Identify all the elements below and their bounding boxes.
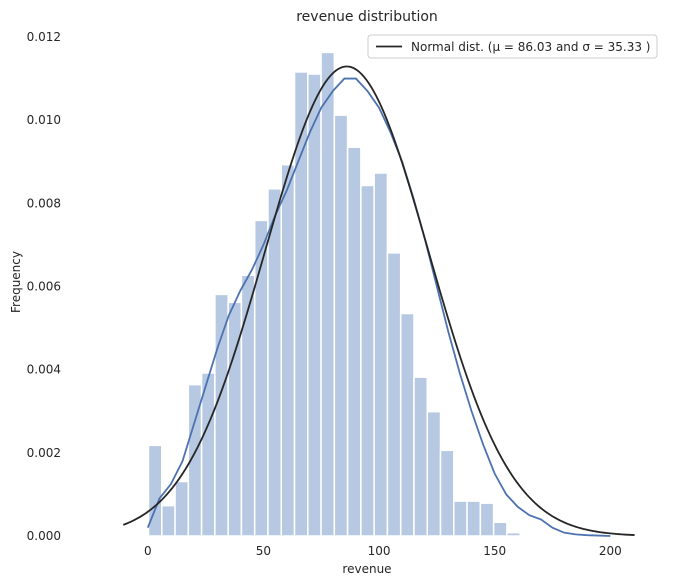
legend-label: Normal dist. (μ = 86.03 and σ = 35.33 ) bbox=[411, 40, 650, 54]
histogram-bar bbox=[253, 219, 269, 537]
x-axis-label: revenue bbox=[342, 562, 391, 576]
histogram-bars bbox=[147, 51, 521, 537]
x-tick-label: 100 bbox=[368, 544, 391, 558]
histogram-bar bbox=[267, 188, 282, 537]
y-tick-label: 0.006 bbox=[27, 280, 61, 294]
histogram-bar bbox=[307, 73, 322, 537]
y-axis-ticks: 0.000 0.002 0.004 0.006 0.008 0.010 0.012 bbox=[27, 30, 61, 543]
histogram-bar bbox=[373, 172, 389, 537]
histogram-bar bbox=[161, 504, 176, 537]
histogram-bar bbox=[333, 114, 349, 537]
histogram-bar bbox=[280, 163, 296, 537]
histogram-bar bbox=[492, 521, 508, 537]
histogram-bar bbox=[439, 449, 455, 537]
histogram-bar bbox=[240, 274, 256, 537]
legend: Normal dist. (μ = 86.03 and σ = 35.33 ) bbox=[367, 34, 658, 59]
histogram-bar bbox=[214, 293, 229, 537]
y-tick-label: 0.002 bbox=[27, 446, 61, 460]
histogram-bar bbox=[413, 376, 429, 537]
y-tick-label: 0.010 bbox=[27, 113, 61, 127]
x-tick-label: 50 bbox=[256, 544, 271, 558]
histogram-bar bbox=[506, 531, 521, 537]
chart-title: revenue distribution bbox=[296, 9, 438, 25]
x-tick-label: 150 bbox=[483, 544, 506, 558]
histogram-bar bbox=[399, 312, 415, 537]
y-tick-label: 0.004 bbox=[27, 363, 61, 377]
y-tick-label: 0.012 bbox=[27, 30, 61, 44]
histogram-bar bbox=[479, 502, 495, 537]
histogram-bar bbox=[346, 146, 362, 537]
histogram-bar bbox=[453, 500, 468, 537]
kde-curve bbox=[146, 77, 611, 537]
histogram-bar bbox=[320, 51, 336, 537]
histogram-bar bbox=[147, 444, 163, 537]
y-tick-label: 0.008 bbox=[27, 196, 61, 210]
histogram-bar bbox=[386, 252, 402, 537]
normal-distribution-curve bbox=[122, 65, 635, 536]
histogram-bar bbox=[426, 410, 442, 537]
legend-box bbox=[367, 34, 658, 59]
histogram-bar bbox=[360, 184, 375, 537]
x-tick-label: 0 bbox=[144, 544, 152, 558]
y-axis-label: Frequency bbox=[9, 251, 23, 313]
histogram-bar bbox=[200, 372, 216, 537]
x-tick-label: 200 bbox=[599, 544, 622, 558]
x-axis-ticks: 0 50 100 150 200 bbox=[144, 544, 622, 558]
histogram-bar bbox=[174, 480, 190, 537]
histogram-bar bbox=[466, 500, 482, 537]
y-tick-label: 0.000 bbox=[27, 529, 61, 543]
